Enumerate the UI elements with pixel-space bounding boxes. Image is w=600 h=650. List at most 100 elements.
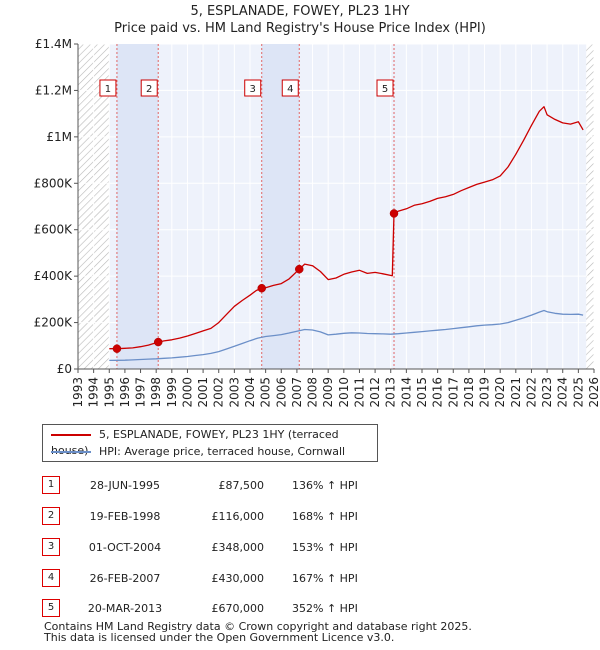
sale-number-label: 2	[146, 84, 152, 95]
sale-point	[112, 344, 122, 353]
x-tick-label: 1996	[118, 377, 132, 408]
y-tick-label: £1M	[46, 130, 72, 144]
transaction-hpi: 136% ↑ HPI	[292, 479, 358, 492]
legend-hpi-swatch	[51, 451, 91, 453]
legend-property: 5, ESPLANADE, FOWEY, PL23 1HY (terraced …	[51, 427, 377, 457]
sale-number-box	[140, 79, 158, 97]
x-tick-label: 2015	[415, 377, 429, 408]
transaction-row: 1 28-JUN-1995 £87,500 136% ↑ HPI	[42, 476, 462, 496]
transaction-price: £116,000	[211, 510, 265, 523]
transaction-number: 3	[42, 538, 60, 556]
footer: Contains HM Land Registry data © Crown c…	[44, 621, 472, 643]
transaction-row: 3 01-OCT-2004 £348,000 153% ↑ HPI	[42, 538, 462, 558]
transaction-hpi: 153% ↑ HPI	[292, 541, 358, 554]
y-tick-label: £0	[57, 362, 72, 376]
x-tick-label: 2016	[431, 377, 445, 408]
x-tick-label: 2001	[196, 377, 210, 408]
x-tick-label: 1994	[87, 377, 101, 408]
transaction-number: 5	[42, 599, 60, 617]
x-tick-label: 2005	[259, 377, 273, 408]
y-tick-label: £600K	[34, 223, 74, 237]
sale-number-label: 4	[287, 84, 293, 95]
x-tick-label: 2000	[180, 377, 194, 408]
x-tick-label: 2004	[243, 377, 257, 408]
property-series-line	[109, 106, 584, 350]
transaction-number: 1	[42, 476, 60, 494]
transaction-hpi: 168% ↑ HPI	[292, 510, 358, 523]
transaction-row: 2 19-FEB-1998 £116,000 168% ↑ HPI	[42, 507, 462, 527]
legend: 5, ESPLANADE, FOWEY, PL23 1HY (terraced …	[42, 424, 378, 462]
y-tick-label: £800K	[34, 176, 74, 190]
legend-property-swatch	[51, 434, 91, 436]
x-tick-label: 1999	[165, 377, 179, 408]
hatched-region	[586, 44, 594, 369]
sale-number-box	[281, 79, 299, 97]
sale-number-label: 3	[250, 84, 256, 95]
footer-licence: This data is licensed under the Open Gov…	[44, 631, 395, 644]
x-tick-label: 2023	[540, 377, 554, 408]
transaction-date: 20-MAR-2013	[87, 602, 163, 615]
transaction-price: £348,000	[211, 541, 265, 554]
x-tick-label: 2003	[227, 377, 241, 408]
x-tick-label: 2026	[587, 377, 600, 408]
x-tick-label: 2009	[321, 377, 335, 408]
chart-title: 5, ESPLANADE, FOWEY, PL23 1HY	[190, 4, 410, 19]
sale-number-label: 5	[382, 84, 388, 95]
x-tick-label: 2007	[290, 377, 304, 408]
x-tick-label: 2013	[384, 377, 398, 408]
x-tick-label: 2017	[446, 377, 460, 408]
sale-point	[295, 264, 304, 274]
transaction-price: £670,000	[211, 602, 265, 615]
transaction-hpi: 167% ↑ HPI	[292, 572, 358, 585]
sale-period-shade	[116, 44, 159, 369]
y-tick-label: £1.2M	[35, 83, 72, 97]
transaction-date: 26-FEB-2007	[89, 572, 161, 585]
sale-point	[257, 283, 266, 293]
x-tick-label: 2014	[399, 377, 413, 408]
transaction-hpi: 352% ↑ HPI	[292, 602, 358, 615]
transaction-date: 19-FEB-1998	[89, 510, 161, 523]
x-tick-label: 2010	[337, 377, 351, 408]
transaction-price: £87,500	[218, 479, 265, 492]
x-tick-label: 1997	[134, 377, 148, 408]
transaction-row: 4 26-FEB-2007 £430,000 167% ↑ HPI	[42, 569, 462, 589]
hpi-series-line	[109, 309, 584, 362]
transaction-price: £430,000	[211, 572, 265, 585]
sale-number-box	[244, 79, 262, 97]
sale-point	[153, 337, 163, 347]
x-tick-label: 2021	[509, 377, 523, 408]
sale-number-box	[376, 79, 394, 97]
plot-background	[78, 44, 594, 369]
price-chart: 1 2 3 4 5 £0 £200K £400K £600K £800K £1M £1.2M £1.4…	[34, 37, 600, 408]
x-tick-label: 1993	[71, 377, 85, 408]
x-tick-label: 1995	[102, 377, 116, 408]
x-tick-label: 1998	[149, 377, 163, 408]
y-tick-label: £400K	[34, 269, 74, 283]
sale-number-box	[99, 79, 117, 97]
transaction-number: 4	[42, 569, 60, 587]
transaction-date: 28-JUN-1995	[89, 479, 161, 492]
y-tick-label: £200K	[34, 316, 74, 330]
sale-point	[389, 209, 399, 218]
footer-copyright: Contains HM Land Registry data © Crown c…	[44, 620, 472, 633]
legend-hpi: HPI: Average price, terraced house, Corn…	[51, 444, 345, 460]
transaction-row: 5 20-MAR-2013 £670,000 352% ↑ HPI	[42, 599, 462, 619]
y-tick-label: £1.4M	[35, 37, 72, 51]
legend-hpi-label: HPI: Average price, terraced house, Corn…	[99, 445, 346, 458]
legend-property-label: 5, ESPLANADE, FOWEY, PL23 1HY (terraced …	[51, 428, 339, 457]
sale-period-shade	[261, 44, 300, 369]
x-tick-label: 2008	[306, 377, 320, 408]
transaction-number: 2	[42, 507, 60, 525]
x-tick-label: 2025	[571, 377, 585, 408]
x-tick-label: 2012	[368, 377, 382, 408]
x-tick-label: 2020	[493, 377, 507, 408]
x-tick-label: 2011	[352, 377, 366, 408]
x-tick-label: 2002	[212, 377, 226, 408]
sale-number-label: 1	[105, 84, 111, 95]
chart-subtitle: Price paid vs. HM Land Registry's House …	[114, 21, 486, 36]
x-tick-label: 2022	[524, 377, 538, 408]
x-tick-label: 2006	[274, 377, 288, 408]
x-tick-label: 2024	[556, 377, 570, 408]
transaction-date: 01-OCT-2004	[88, 541, 162, 554]
x-tick-label: 2018	[462, 377, 476, 408]
